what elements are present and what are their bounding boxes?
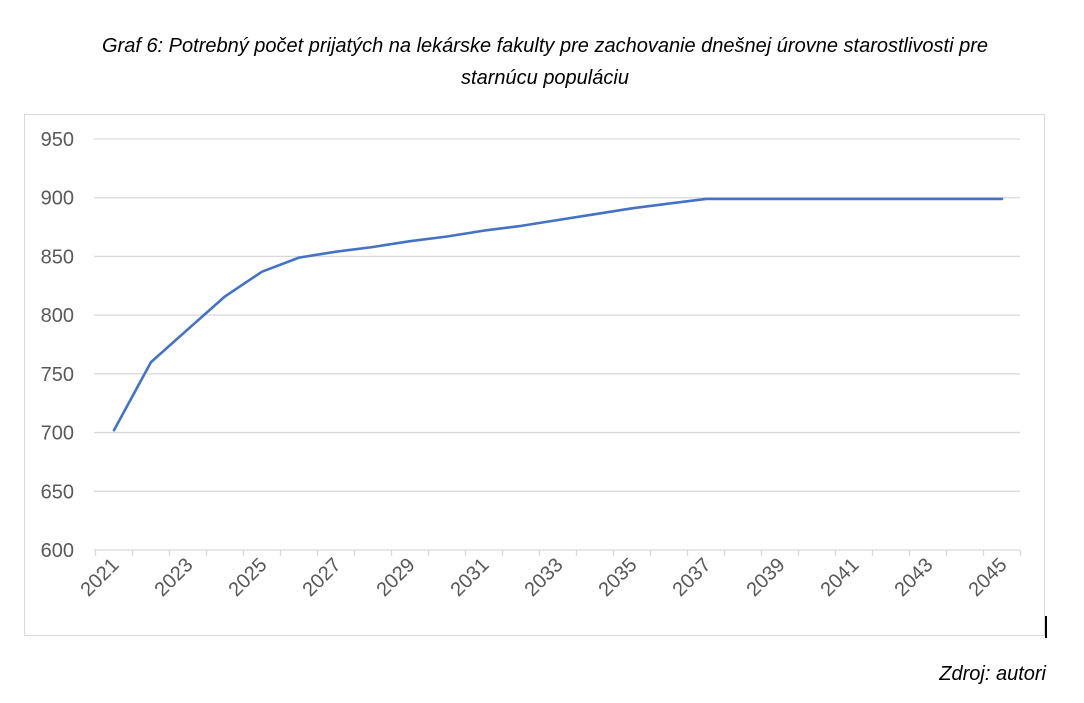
x-tick-label: 2039 [743,554,790,601]
caption-line-2: starnúcu populáciu [461,67,629,89]
series-line [112,197,1004,432]
y-tick-label: 600 [41,540,74,562]
y-tick-label: 700 [41,423,74,445]
x-tick-label: 2043 [891,554,938,601]
x-tick-label: 2021 [77,554,124,601]
chart-frame [24,114,1045,636]
x-tick-label: 2033 [521,554,568,601]
y-tick-label: 750 [41,364,74,386]
y-tick-label: 850 [41,246,74,268]
x-tick-label: 2025 [225,554,272,601]
x-tick-label: 2023 [151,554,198,601]
x-tick-label: 2035 [595,554,642,601]
chart-caption: Graf 6: Potrebný počet prijatých na leká… [20,30,1070,94]
x-tick-label: 2041 [817,554,864,601]
y-tick-label: 800 [41,305,74,327]
frame-edge-mark [1045,616,1047,638]
x-tick-label: 2027 [299,554,346,601]
x-tick-label: 2029 [373,554,420,601]
y-tick-label: 650 [41,481,74,503]
y-tick-label: 950 [41,129,74,151]
x-tick-label: 2045 [965,554,1012,601]
y-tick-label: 900 [41,188,74,210]
x-tick-label: 2037 [669,554,716,601]
x-tick-label: 2031 [447,554,494,601]
source-note: Zdroj: autori [939,663,1046,685]
caption-line-1: Graf 6: Potrebný počet prijatých na leká… [101,35,988,57]
